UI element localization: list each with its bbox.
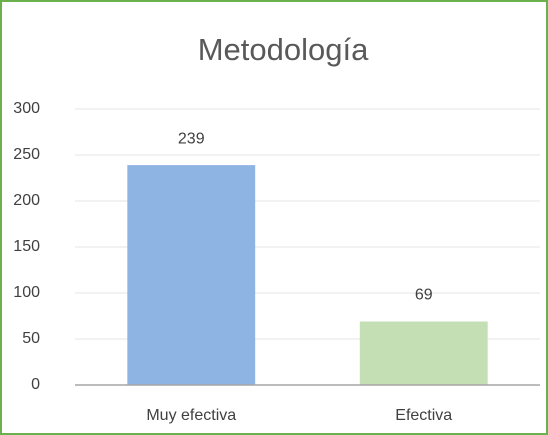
bar — [359, 321, 488, 385]
y-tick-label: 200 — [13, 192, 40, 209]
y-tick-label: 250 — [13, 146, 40, 163]
y-tick-label: 300 — [13, 100, 40, 117]
y-tick-label: 100 — [13, 284, 40, 301]
data-label: 239 — [178, 130, 205, 147]
chart-title: Metodología — [198, 32, 369, 67]
bar — [127, 165, 256, 385]
x-tick-label: Efectiva — [395, 407, 452, 424]
data-label: 69 — [415, 287, 433, 304]
x-tick-label: Muy efectiva — [146, 407, 236, 424]
y-tick-label: 150 — [13, 238, 40, 255]
y-tick-label: 50 — [22, 330, 40, 347]
y-tick-label: 0 — [31, 376, 40, 393]
